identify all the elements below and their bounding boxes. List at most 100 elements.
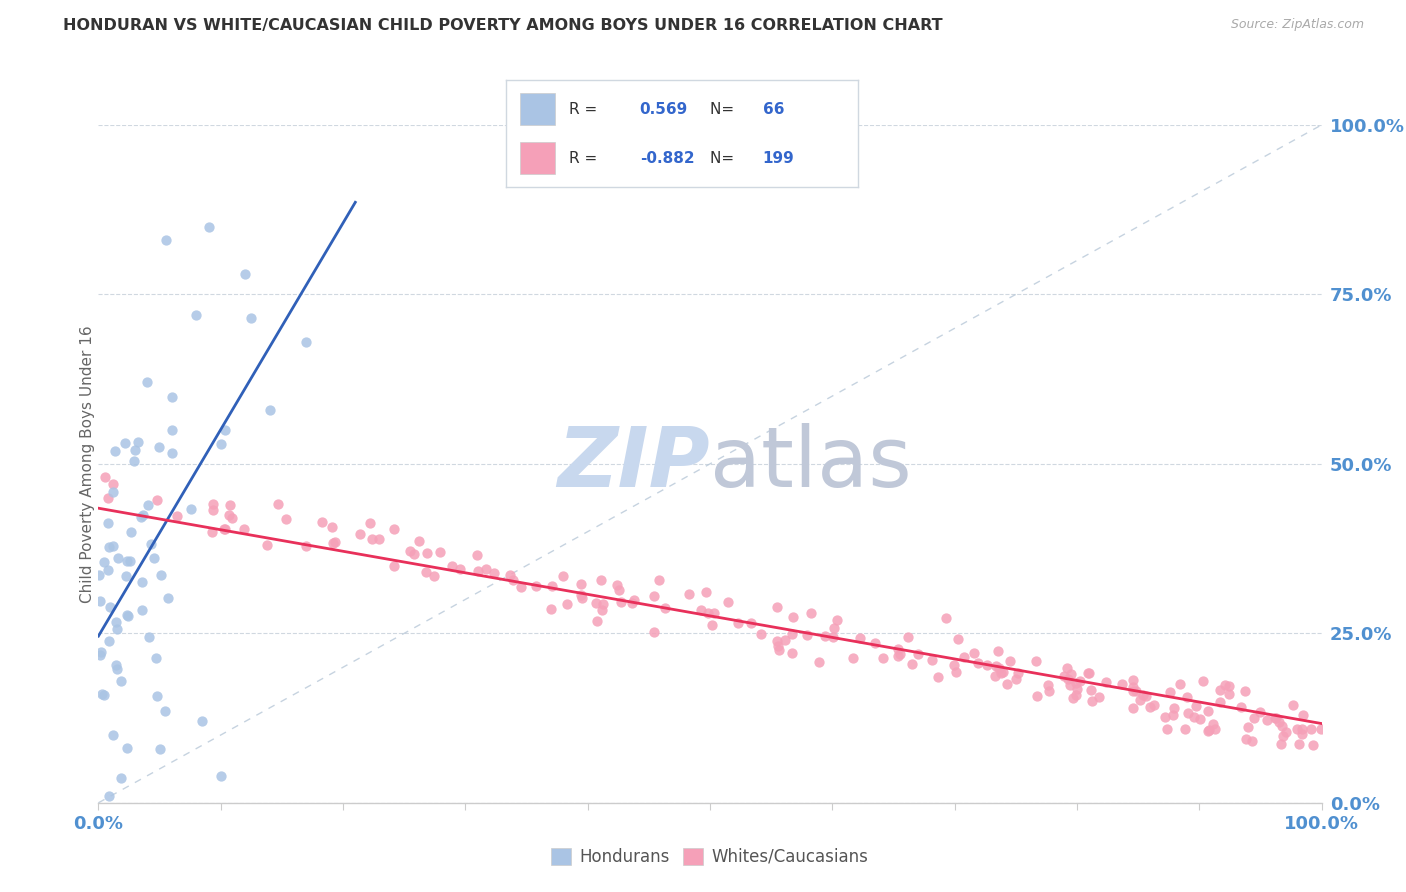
Point	[186, 308, 208, 322]
Point	[239, 310, 262, 325]
Point	[814, 629, 837, 643]
Point	[1132, 689, 1154, 703]
Point	[1159, 685, 1181, 699]
Point	[849, 632, 872, 646]
Point	[1077, 665, 1099, 680]
Point	[98, 599, 121, 614]
Point	[120, 525, 142, 540]
Point	[1135, 689, 1157, 703]
Point	[998, 654, 1021, 668]
Point	[114, 569, 136, 583]
Point	[136, 376, 159, 390]
Point	[948, 632, 970, 647]
Point	[104, 443, 127, 458]
Point	[114, 435, 136, 450]
Point	[766, 633, 789, 648]
Point	[1292, 708, 1315, 723]
Point	[160, 390, 183, 404]
Point	[256, 538, 278, 552]
Point	[654, 601, 676, 615]
Point	[700, 617, 723, 632]
Point	[1080, 682, 1102, 697]
Text: N=: N=	[710, 151, 740, 166]
Point	[1062, 691, 1084, 706]
Point	[499, 568, 522, 582]
Point	[219, 498, 242, 512]
Point	[945, 665, 967, 679]
Point	[322, 536, 344, 550]
Point	[1026, 690, 1049, 704]
Point	[118, 554, 141, 568]
Point	[117, 609, 139, 624]
Point	[89, 568, 111, 582]
Point	[921, 653, 943, 667]
Point	[1139, 700, 1161, 714]
Point	[1081, 694, 1104, 708]
Point	[115, 607, 138, 622]
Point	[1005, 673, 1028, 687]
Point	[311, 515, 333, 529]
Point	[1185, 699, 1208, 714]
Point	[124, 443, 146, 458]
Point	[1267, 714, 1289, 729]
Point	[382, 522, 405, 536]
Point	[149, 568, 172, 582]
Legend: Hondurans, Whites/Caucasians: Hondurans, Whites/Caucasians	[544, 841, 876, 872]
Text: R =: R =	[569, 102, 603, 117]
Point	[1202, 717, 1225, 731]
Point	[97, 540, 120, 554]
Point	[553, 569, 575, 583]
Point	[1243, 711, 1265, 725]
Point	[872, 651, 894, 665]
Point	[105, 662, 128, 676]
Point	[467, 548, 489, 562]
Point	[155, 704, 177, 718]
Point	[155, 233, 177, 247]
Point	[1156, 723, 1178, 737]
Point	[524, 579, 547, 593]
Point	[131, 603, 153, 617]
Point	[966, 656, 988, 670]
Point	[610, 595, 633, 609]
Point	[1218, 679, 1240, 693]
Point	[988, 661, 1011, 675]
Point	[1197, 724, 1219, 739]
Point	[1264, 711, 1286, 725]
Point	[717, 595, 740, 609]
Point	[1038, 683, 1060, 698]
Text: R =: R =	[569, 151, 603, 166]
Point	[749, 627, 772, 641]
Point	[482, 566, 505, 581]
Point	[648, 573, 671, 587]
Point	[359, 516, 381, 531]
Point	[1053, 668, 1076, 682]
Point	[1143, 698, 1166, 712]
Point	[145, 651, 167, 665]
Point	[382, 559, 405, 574]
Point	[408, 533, 430, 548]
Point	[643, 625, 665, 640]
Point	[591, 574, 613, 588]
Point	[1204, 723, 1226, 737]
Point	[1189, 712, 1212, 726]
Point	[953, 649, 976, 664]
Point	[591, 603, 613, 617]
Point	[678, 587, 700, 601]
Point	[105, 615, 128, 629]
Point	[97, 516, 120, 530]
Point	[402, 547, 425, 561]
Point	[105, 623, 128, 637]
Point	[1177, 706, 1199, 720]
Point	[97, 789, 120, 803]
Point	[1168, 677, 1191, 691]
Bar	[520, 143, 555, 175]
Point	[214, 522, 236, 536]
Point	[1288, 737, 1310, 751]
Point	[780, 627, 803, 641]
Point	[889, 647, 911, 661]
Point	[1122, 680, 1144, 694]
Point	[157, 591, 180, 606]
Point	[863, 636, 886, 650]
Point	[1024, 654, 1046, 668]
Point	[475, 562, 498, 576]
